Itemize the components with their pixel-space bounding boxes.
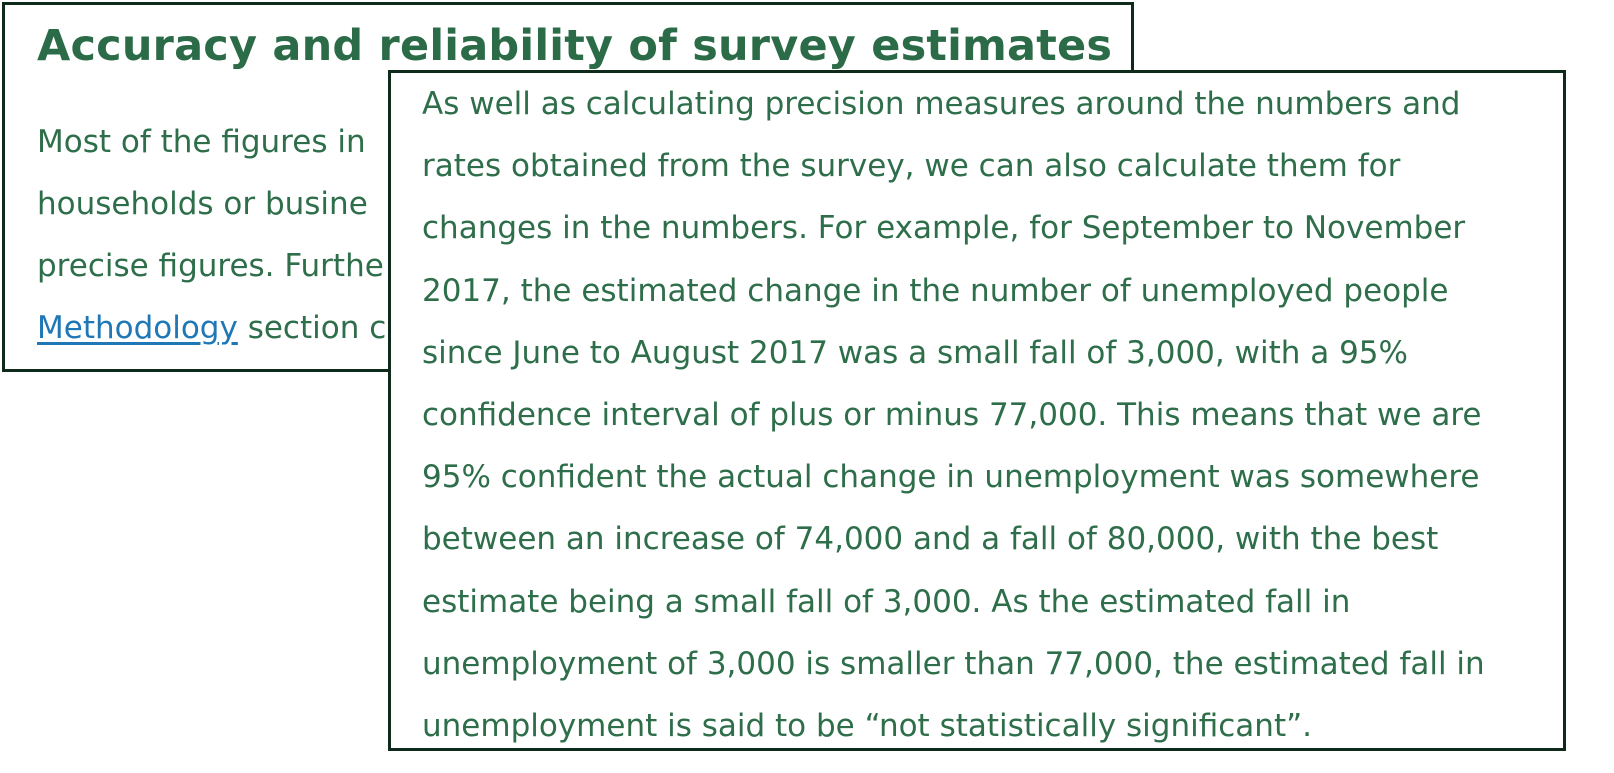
intro-line-last: Methodology section c <box>37 297 386 359</box>
paragraph-line: unemployment of 3,000 is smaller than 77… <box>422 645 1485 682</box>
intro-line: households or busine <box>37 186 368 222</box>
section-heading: Accuracy and reliability of survey estim… <box>37 21 1113 71</box>
paragraph-line: estimate being a small fall of 3,000. As… <box>422 583 1351 620</box>
paragraph-line: unemployment is said to be “not statisti… <box>422 708 1313 745</box>
confidence-interval-paragraph: As well as calculating precision measure… <box>422 73 1485 748</box>
paragraph-line: rates obtained from the survey, we can a… <box>422 148 1401 185</box>
section-intro-text: Most of the figures in households or bus… <box>37 111 386 359</box>
paragraph-line: between an increase of 74,000 and a fall… <box>422 521 1439 558</box>
paragraph-line: As well as calculating precision measure… <box>422 86 1461 122</box>
paragraph-line: confidence interval of plus or minus 77,… <box>422 397 1482 434</box>
paragraph-line: since June to August 2017 was a small fa… <box>422 334 1408 371</box>
methodology-link[interactable]: Methodology <box>37 310 238 346</box>
intro-line: precise figures. Furthe <box>37 248 384 284</box>
zoomed-paragraph-panel: As well as calculating precision measure… <box>388 70 1566 751</box>
paragraph-line: changes in the numbers. For example, for… <box>422 210 1466 247</box>
paragraph-line: 95% confident the actual change in unemp… <box>422 459 1480 496</box>
intro-line: Most of the figures in <box>37 124 366 160</box>
paragraph-line: 2017, the estimated change in the number… <box>422 272 1449 309</box>
intro-line-tail: section c <box>237 310 387 346</box>
